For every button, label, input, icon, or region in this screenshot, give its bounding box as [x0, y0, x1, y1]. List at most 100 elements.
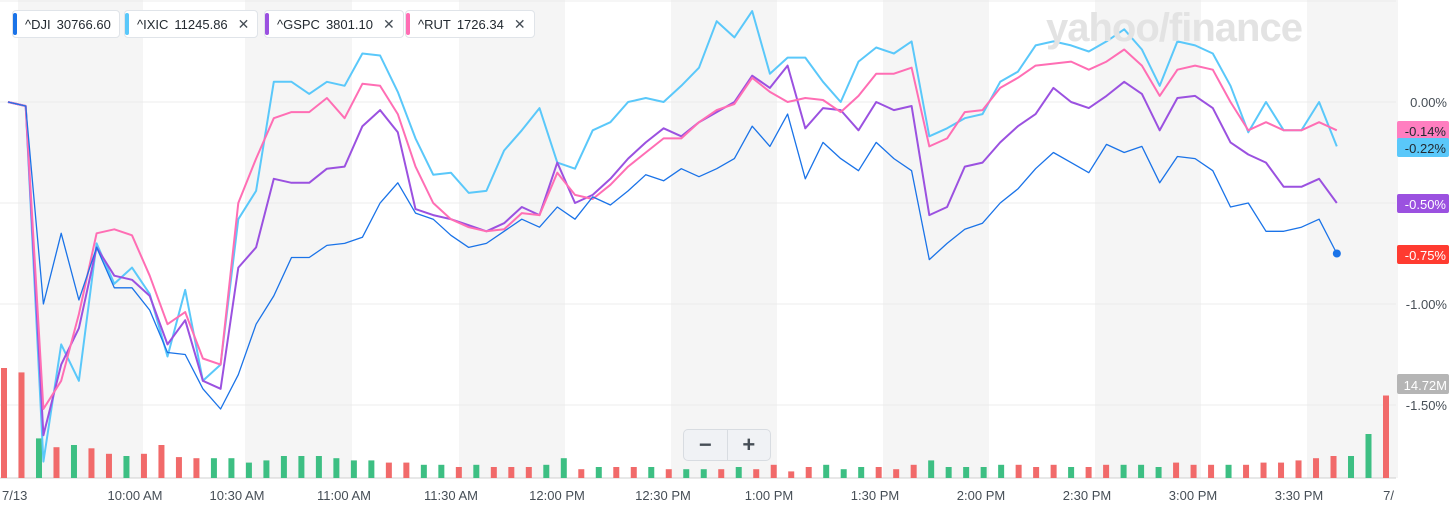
zoom-control: − +: [683, 429, 771, 461]
volume-label: 14.72M: [1404, 378, 1447, 393]
gspc-color-swatch: [265, 13, 269, 35]
volume-bar: [1225, 464, 1232, 478]
series-line-rut: [7, 48, 1338, 410]
volume-bar: [893, 469, 900, 478]
volume-bar: [805, 467, 812, 478]
time-band: [671, 0, 777, 478]
time-band: [18, 0, 143, 478]
volume-bar: [840, 469, 847, 478]
volume-bar: [753, 469, 760, 478]
volume-bar: [88, 448, 95, 478]
volume-bar: [543, 464, 550, 478]
volume-bar: [788, 471, 795, 478]
volume-bar: [473, 464, 480, 478]
legend-chip-dji[interactable]: ^DJI 30766.60: [12, 10, 120, 38]
volume-bar: [910, 464, 917, 478]
volume-bar: [1295, 460, 1302, 478]
volume-bar: [1348, 456, 1355, 478]
x-tick-label: 1:00 PM: [745, 488, 793, 503]
volume-bar: [1243, 464, 1250, 478]
volume-bar: [1103, 464, 1110, 478]
volume-bar: [280, 456, 287, 478]
rut-end-label: -0.14%: [1405, 124, 1447, 139]
x-tick-label: 12:00 PM: [529, 488, 585, 503]
volume-bar: [123, 456, 130, 478]
volume-bar: [665, 469, 672, 478]
x-tick-label: 10:30 AM: [210, 488, 265, 503]
last-price-dot: [1332, 249, 1341, 258]
x-tick-label: 12:30 PM: [635, 488, 691, 503]
x-tick-label: 11:00 AM: [317, 488, 371, 503]
volume-bar: [1120, 464, 1127, 478]
x-tick-label: 2:30 PM: [1063, 488, 1111, 503]
volume-bar: [683, 469, 690, 478]
volume-bar: [420, 464, 427, 478]
gspc-end-label: -0.50%: [1405, 197, 1447, 212]
time-bands: [18, 0, 1398, 478]
time-band: [245, 0, 352, 478]
ixic-end-label-bg: [1397, 138, 1449, 157]
volume-bar: [245, 462, 252, 478]
remove-gspc-icon[interactable]: ✕: [382, 15, 395, 32]
yahoo-finance-logo: yahoo/finance: [1046, 6, 1303, 50]
dji-color-swatch: [13, 13, 17, 35]
volume-bar: [1015, 464, 1022, 478]
volume-bar: [735, 467, 742, 478]
gspc-value: 3801.10: [325, 16, 373, 32]
dji-end-label: -0.75%: [1405, 248, 1447, 263]
volume-bar: [368, 460, 375, 478]
volume-bar: [385, 462, 392, 478]
volume-bar: [980, 467, 987, 478]
volume-bar: [770, 464, 777, 478]
volume-bar: [35, 438, 42, 478]
volume-bar: [1155, 467, 1162, 478]
volume-bar: [525, 467, 532, 478]
volume-bar: [998, 464, 1005, 478]
x-tick-label: 3:30 PM: [1275, 488, 1323, 503]
dji-value: 30766.60: [56, 16, 111, 32]
volume-bars: [1, 368, 1389, 478]
volume-bar: [333, 458, 340, 478]
volume-bar: [403, 462, 410, 478]
legend-chip-ixic[interactable]: ^IXIC 11245.86 ✕: [124, 10, 259, 38]
zoom-out-button[interactable]: −: [698, 432, 712, 457]
time-band: [883, 0, 989, 478]
volume-bar: [1173, 462, 1180, 478]
x-axis-labels: 7/13 10:00 AM 10:30 AM 11:00 AM 11:30 AM 12:0…: [2, 488, 1394, 503]
y-tick-label: 0.00%: [1410, 95, 1447, 110]
legend-chip-gspc[interactable]: ^GSPC 3801.10 ✕: [264, 10, 404, 38]
volume-bar: [18, 372, 25, 478]
volume-bar: [1085, 467, 1092, 478]
legend-chip-rut[interactable]: ^RUT 1726.34 ✕: [405, 10, 535, 38]
volume-bar: [140, 453, 147, 478]
gspc-symbol: ^GSPC: [277, 16, 320, 32]
volume-bar: [578, 469, 585, 478]
series-lines: [7, 10, 1341, 463]
volume-bar: [490, 467, 497, 478]
volume-bar: [105, 453, 112, 478]
volume-bar: [945, 467, 952, 478]
x-tick-label: 3:00 PM: [1169, 488, 1217, 503]
rut-end-label-bg: [1397, 121, 1449, 140]
remove-rut-icon[interactable]: ✕: [513, 15, 526, 32]
volume-bar: [823, 464, 830, 478]
y-axis-labels: 0.00% -1.00% -1.50%: [1406, 95, 1448, 413]
x-tick-label: 2:00 PM: [957, 488, 1005, 503]
volume-bar: [1, 368, 7, 478]
ixic-symbol: ^IXIC: [137, 16, 169, 32]
ixic-end-label: -0.22%: [1405, 141, 1447, 156]
dji-end-label-bg: [1397, 245, 1449, 264]
y-tick-label: -1.00%: [1406, 297, 1448, 312]
volume-bar: [858, 467, 865, 478]
gspc-end-label-bg: [1397, 194, 1449, 213]
rut-value: 1726.34: [456, 16, 504, 32]
zoom-in-button[interactable]: +: [726, 430, 771, 460]
x-tick-label: 11:30 AM: [424, 488, 478, 503]
remove-ixic-icon[interactable]: ✕: [237, 15, 250, 32]
volume-bar: [193, 458, 200, 478]
volume-bar: [648, 467, 655, 478]
volume-bar: [963, 467, 970, 478]
volume-bar: [298, 456, 305, 478]
volume-bar: [70, 445, 77, 478]
